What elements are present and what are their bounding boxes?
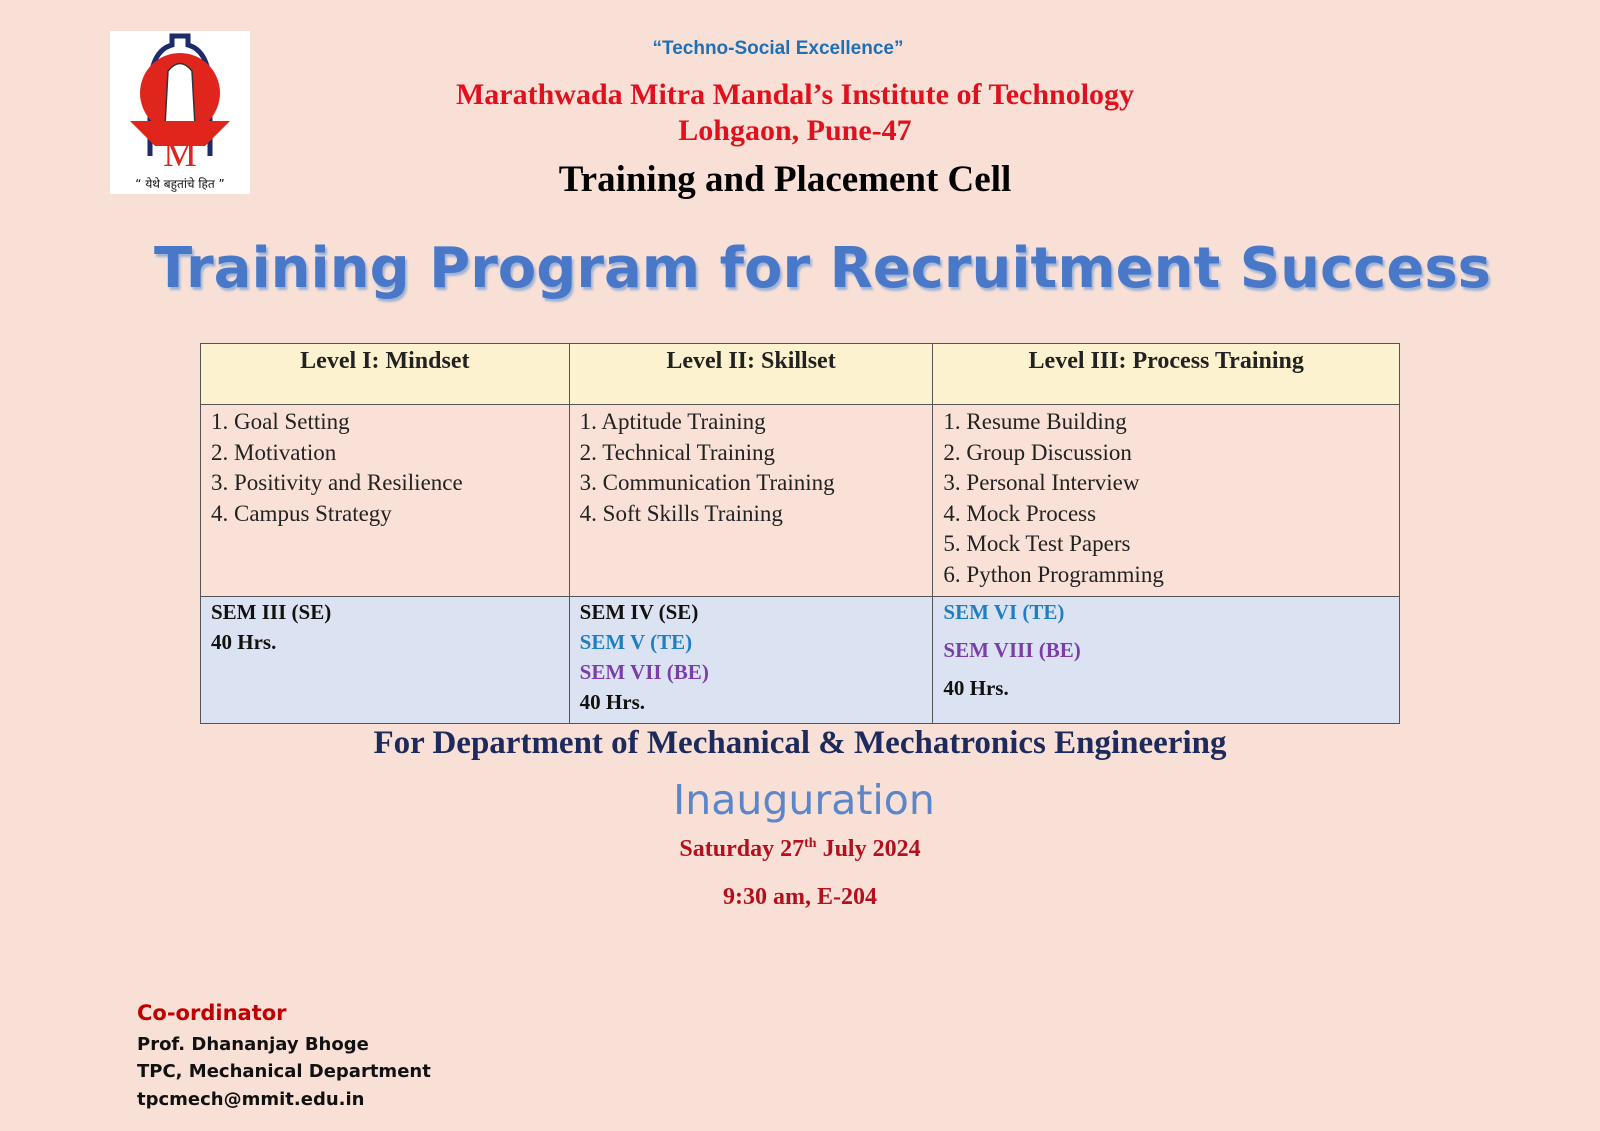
institute-location: Lohgaon, Pune-47	[678, 114, 912, 147]
list-item: 4. Mock Process	[943, 500, 1097, 526]
list-item: 2. Motivation	[211, 439, 337, 465]
hours: 40 Hrs.	[211, 630, 277, 654]
coordinator-title: Co-ordinator	[137, 1001, 287, 1025]
institute-name: Marathwada Mitra Mandal’s Institute of T…	[455, 78, 1135, 111]
table-row: SEM III (SE) 40 Hrs. SEM IV (SE) SEM V (…	[200, 596, 1400, 724]
list-item: 2. Technical Training	[579, 439, 776, 465]
level-2-semesters: SEM IV (SE) SEM V (TE) SEM VII (BE) 40 H…	[568, 596, 934, 724]
date-month-year: July 2024	[816, 836, 921, 862]
date-day: Saturday 27	[679, 836, 805, 862]
department: For Department of Mechanical & Mechatron…	[373, 725, 1227, 761]
inauguration-time: 9:30 am, E-204	[723, 884, 877, 910]
semester: SEM IV (SE)	[579, 600, 699, 624]
list-item: 2. Group Discussion	[943, 439, 1132, 465]
level-2-items: 1. Aptitude Training 2. Technical Traini…	[568, 404, 934, 597]
page-title: Training Program for Recruitment Success	[153, 236, 1492, 301]
inauguration-heading: Inauguration	[673, 776, 935, 824]
level-3-items: 1. Resume Building 2. Group Discussion 3…	[932, 404, 1400, 597]
inauguration-date: Saturday 27th July 2024	[0, 836, 1600, 863]
semester: SEM III (SE)	[211, 600, 332, 624]
semester: SEM V (TE)	[579, 630, 693, 654]
hours: 40 Hrs.	[943, 676, 1009, 700]
header-level-1: Level I: Mindset	[200, 343, 570, 405]
header-level-3: Level III: Process Training	[932, 343, 1400, 405]
institute-logo: M “ येथे बहुतांचे हित ”	[110, 31, 250, 194]
hours: 40 Hrs.	[579, 690, 645, 714]
table-row: 1. Goal Setting 2. Motivation 3. Positiv…	[200, 404, 1400, 597]
training-levels-table: Level I: Mindset Level II: Skillset Leve…	[200, 343, 1400, 724]
level-1-semesters: SEM III (SE) 40 Hrs.	[200, 596, 570, 724]
coordinator-email[interactable]: tpcmech@mmit.edu.in	[137, 1089, 365, 1110]
list-item: 4. Campus Strategy	[211, 500, 392, 526]
semester: SEM VI (TE)	[943, 600, 1065, 624]
list-item: 1. Aptitude Training	[579, 409, 766, 434]
date-suffix: th	[804, 836, 817, 851]
semester: SEM VII (BE)	[579, 660, 709, 684]
list-item: 1. Goal Setting	[211, 409, 350, 434]
list-item: 6. Python Programming	[943, 561, 1164, 587]
level-3-semesters: SEM VI (TE) SEM VIII (BE) 40 Hrs.	[932, 596, 1400, 724]
list-item: 4. Soft Skills Training	[579, 500, 783, 526]
level-1-items: 1. Goal Setting 2. Motivation 3. Positiv…	[200, 404, 570, 597]
list-item: 1. Resume Building	[943, 409, 1127, 434]
list-item: 5. Mock Test Papers	[943, 531, 1131, 556]
cell-name: Training and Placement Cell	[558, 159, 1012, 200]
header-level-2: Level II: Skillset	[568, 343, 934, 405]
tagline: “Techno-Social Excellence”	[652, 38, 904, 59]
list-item: 3. Communication Training	[579, 470, 835, 495]
svg-text:“ येथे बहुतांचे हित ”: “ येथे बहुतांचे हित ”	[135, 177, 224, 192]
table-header-row: Level I: Mindset Level II: Skillset Leve…	[200, 343, 1400, 405]
svg-text:M: M	[163, 133, 197, 175]
semester: SEM VIII (BE)	[943, 638, 1081, 662]
coordinator-name: Prof. Dhananjay Bhoge	[137, 1034, 369, 1055]
list-item: 3. Personal Interview	[943, 470, 1140, 495]
coordinator-role: TPC, Mechanical Department	[137, 1061, 431, 1082]
list-item: 3. Positivity and Resilience	[211, 470, 463, 495]
